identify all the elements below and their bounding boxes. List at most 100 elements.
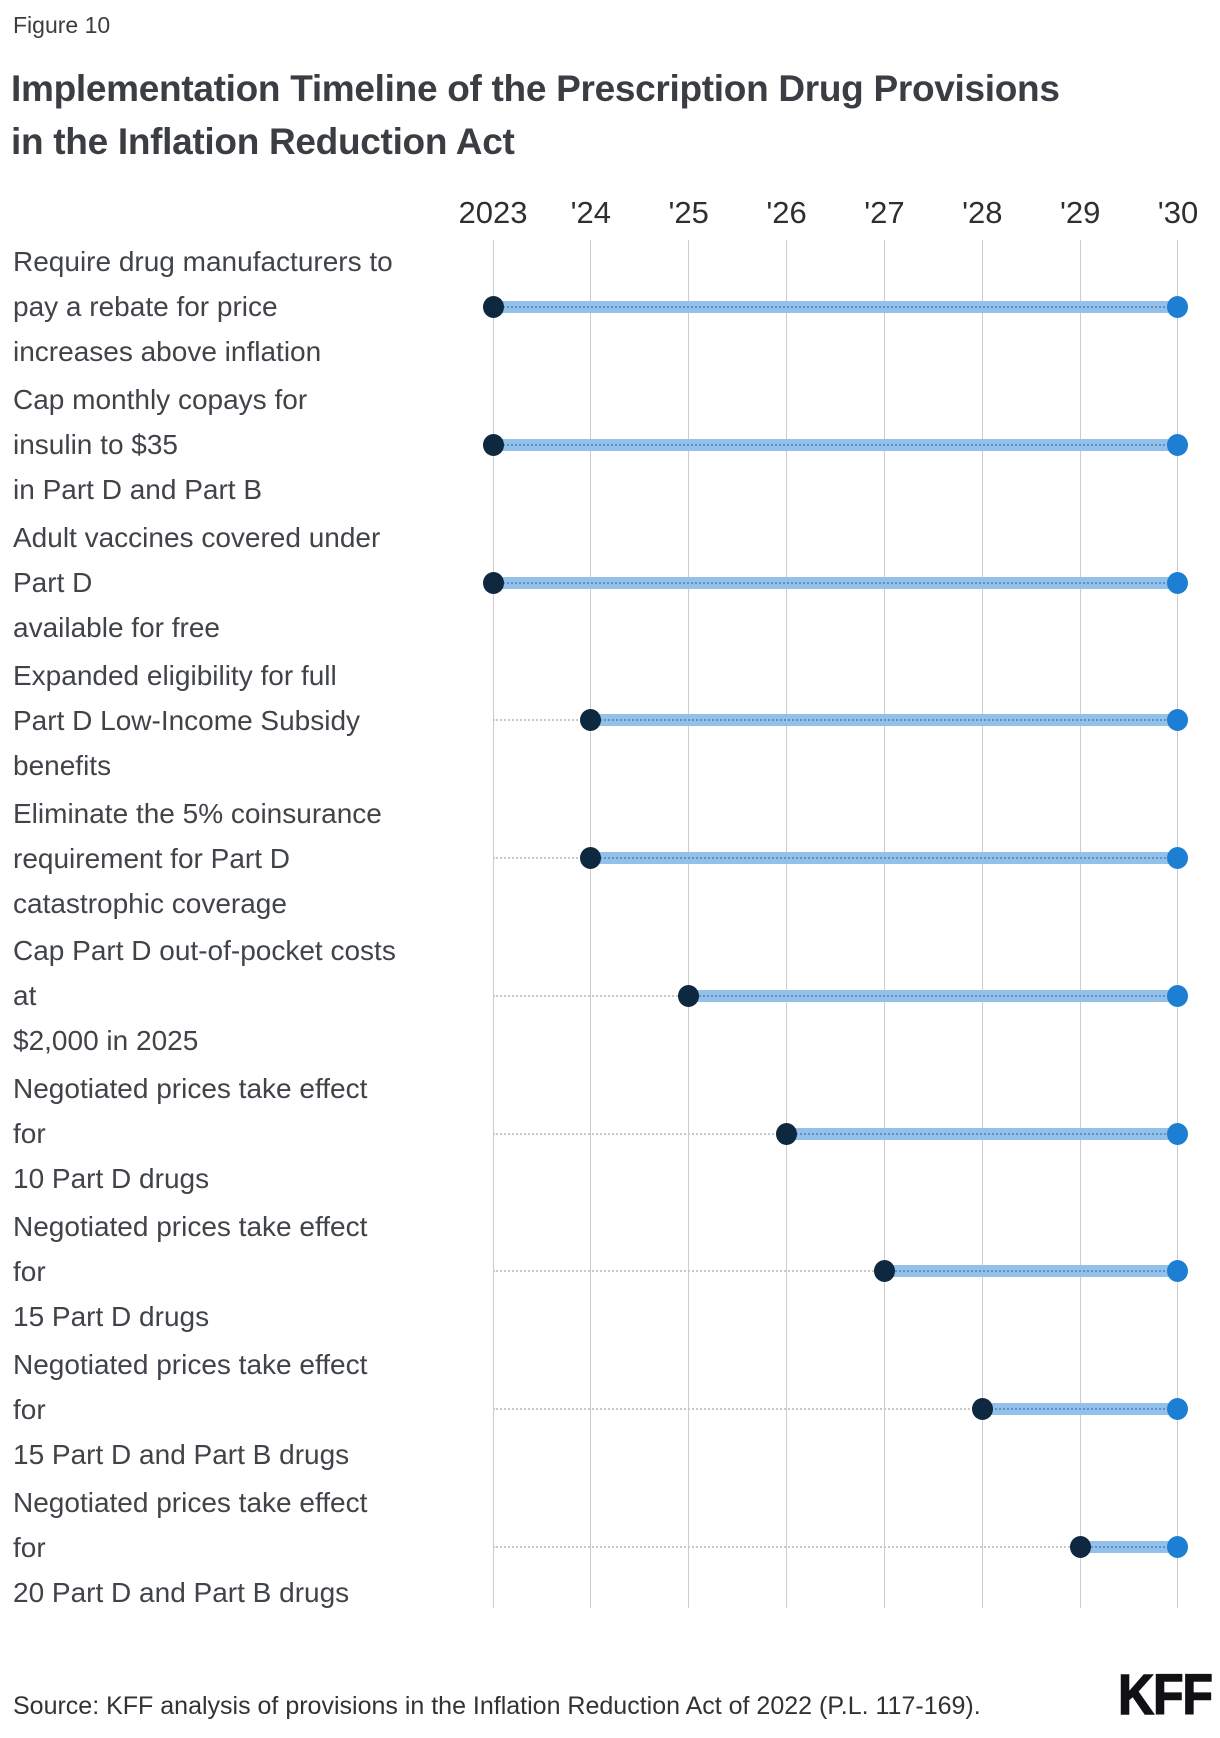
category-label-line: 15 Part D drugs	[13, 1300, 210, 1332]
row-leader-line	[493, 1270, 1178, 1273]
category-label: Adult vaccines covered under Part D availa…	[13, 514, 458, 652]
category-label-line: Negotiated prices take effect	[13, 1073, 368, 1105]
category-label-line: Require drug manufacturers to	[13, 246, 393, 278]
category-label: Negotiated prices take effect for 15 Part …	[13, 1203, 458, 1341]
start-year-marker	[482, 296, 504, 318]
start-year-marker	[776, 1122, 798, 1145]
category-label-line: for	[13, 1531, 46, 1563]
row-leader-line	[493, 1546, 1178, 1549]
year-gridline	[590, 240, 592, 1608]
year-gridline	[883, 240, 885, 1608]
year-gridline	[981, 240, 983, 1608]
end-year-marker	[1167, 296, 1189, 318]
timeline-bar	[786, 1127, 1187, 1140]
timeline-bar	[493, 576, 1187, 589]
category-label: Require drug manufacturers to pay a rebat…	[13, 238, 458, 376]
category-label-line: at	[13, 980, 37, 1012]
category-label-line: Negotiated prices take effect	[13, 1210, 368, 1242]
year-gridline	[492, 240, 494, 1608]
year-gridline	[786, 240, 788, 1608]
category-label-line: catastrophic coverage	[13, 887, 287, 919]
category-label-line: in Part D and Part B	[13, 474, 263, 506]
timeline-bar	[493, 438, 1187, 451]
bar-inner-dotted-line	[495, 581, 1181, 584]
category-label-line: requirement for Part D	[13, 842, 290, 874]
x-axis-tick-label: '29	[1059, 195, 1101, 230]
x-axis-tick-label: '27	[864, 195, 905, 230]
start-year-marker	[580, 847, 602, 870]
start-year-marker	[873, 1260, 895, 1283]
category-label: Negotiated prices take effect for 20 Part …	[13, 1478, 458, 1616]
end-year-marker	[1167, 1260, 1189, 1283]
timeline-bar	[1080, 1541, 1187, 1554]
category-label-line: increases above inflation	[13, 336, 322, 368]
category-label: Expanded eligibility for full Part D Low-…	[13, 651, 458, 789]
x-axis-tick-label: '30	[1157, 195, 1199, 230]
start-year-marker	[1069, 1536, 1091, 1559]
figure-label: Figure 10	[13, 12, 111, 38]
bar-inner-dotted-line	[592, 857, 1181, 860]
category-label-line: 15 Part D and Part B drugs	[13, 1438, 350, 1470]
bar-inner-dotted-line	[592, 719, 1181, 722]
category-label-line: Expanded eligibility for full	[13, 659, 337, 691]
category-label-line: Adult vaccines covered under	[13, 522, 381, 554]
category-label: Negotiated prices take effect for 10 Part …	[13, 1065, 458, 1203]
start-year-marker	[482, 571, 504, 594]
x-axis-tick-label: '24	[570, 195, 612, 230]
timeline-bar	[493, 301, 1187, 313]
timeline-bar	[688, 989, 1187, 1002]
end-year-marker	[1167, 1398, 1189, 1421]
bar-inner-dotted-line	[886, 1270, 1181, 1273]
category-label-line: Cap Part D out-of-pocket costs	[13, 935, 396, 967]
category-label: Eliminate the 5% coinsurance requirement …	[13, 789, 458, 927]
year-gridline	[688, 240, 690, 1608]
category-label-line: Cap monthly copays for	[13, 384, 308, 416]
category-label-line: Negotiated prices take effect	[13, 1486, 368, 1518]
x-axis-tick-label: 2023	[458, 195, 528, 230]
timeline-bar	[590, 852, 1187, 865]
start-year-marker	[971, 1398, 993, 1421]
end-year-marker	[1167, 1536, 1189, 1559]
kff-logo: KFF	[1117, 1663, 1213, 1728]
x-axis-tick-label: '25	[668, 195, 709, 230]
bar-inner-dotted-line	[690, 994, 1181, 997]
category-label: Cap Part D out-of-pocket costs at $2,000 i…	[13, 927, 458, 1065]
x-axis-tick-label: '28	[962, 195, 1003, 230]
timeline-bar	[590, 714, 1187, 727]
category-label-line: benefits	[13, 749, 112, 781]
bar-inner-dotted-line	[788, 1132, 1181, 1135]
timeline-bar	[884, 1265, 1187, 1278]
category-label-line: pay a rebate for price	[13, 291, 278, 323]
start-year-marker	[678, 984, 700, 1007]
category-label-line: insulin to $35	[13, 429, 179, 461]
category-label-line: for	[13, 1118, 46, 1150]
category-label-line: $2,000 in 2025	[13, 1025, 199, 1057]
category-label-line: for	[13, 1393, 46, 1425]
category-label-line: available for free	[13, 612, 221, 644]
page-title-line-2: in the Inflation Reduction Act	[11, 121, 515, 162]
category-label-line: Eliminate the 5% coinsurance	[13, 797, 382, 829]
bar-inner-dotted-line	[984, 1408, 1181, 1411]
bar-inner-dotted-line	[1082, 1546, 1181, 1549]
timeline-bar	[982, 1403, 1187, 1416]
category-label-line: 20 Part D and Part B drugs	[13, 1576, 350, 1608]
end-year-marker	[1167, 709, 1189, 732]
category-label-line: for	[13, 1255, 46, 1287]
source-note: Source: KFF analysis of provisions in th…	[13, 1692, 981, 1720]
page-title: Implementation Timeline of the Prescript…	[11, 62, 1060, 168]
start-year-marker	[482, 433, 504, 456]
page-title-line-1: Implementation Timeline of the Prescript…	[11, 68, 1060, 109]
category-label: Cap monthly copays for insulin to $35 in P…	[13, 376, 458, 514]
category-label-line: Part D Low-Income Subsidy	[13, 704, 361, 736]
end-year-marker	[1167, 984, 1189, 1007]
end-year-marker	[1167, 571, 1189, 594]
start-year-marker	[580, 709, 602, 732]
row-leader-line	[493, 1408, 1178, 1411]
year-gridline	[1079, 240, 1081, 1608]
category-label-line: Part D	[13, 567, 93, 599]
x-axis-tick-label: '26	[766, 195, 807, 230]
bar-inner-dotted-line	[495, 443, 1181, 446]
bar-inner-dotted-line	[495, 306, 1181, 308]
end-year-marker	[1167, 433, 1189, 456]
